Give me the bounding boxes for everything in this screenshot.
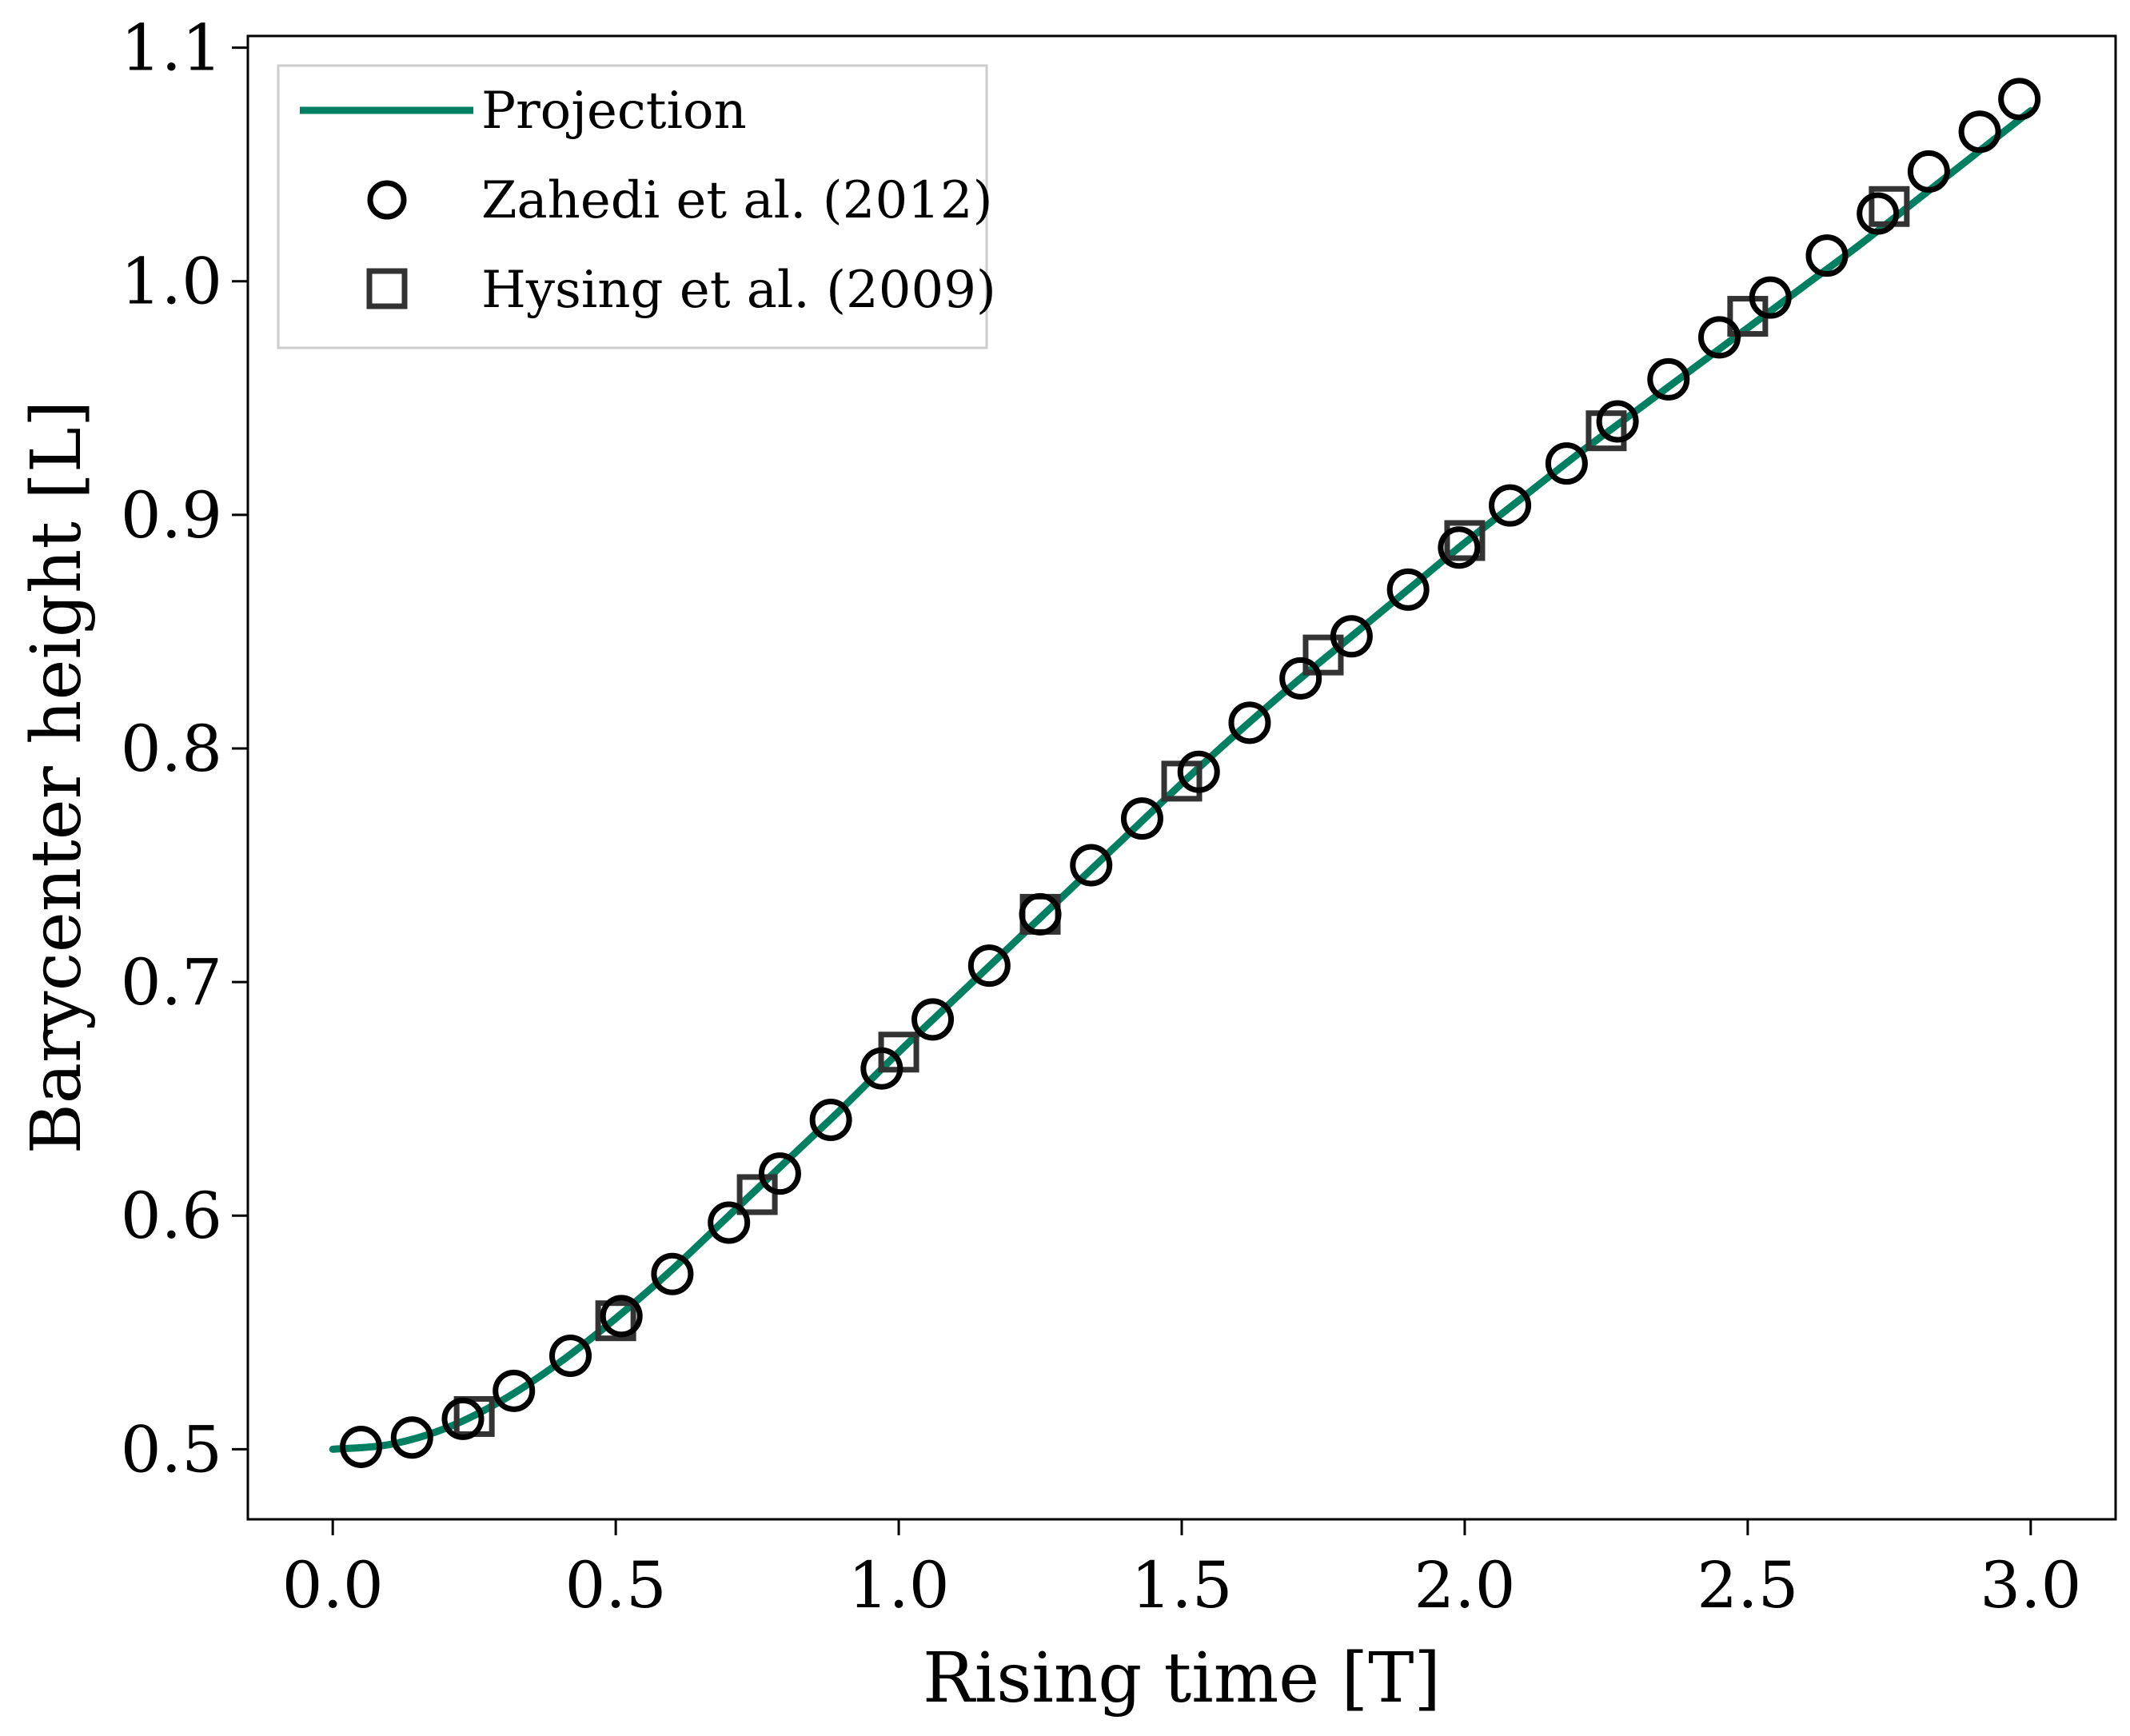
hysing-point (1586, 410, 1627, 452)
zahedi-point (1070, 844, 1113, 887)
zahedi-point (600, 1295, 643, 1338)
y-tick-label: 0.8 (121, 712, 222, 786)
legend-projection-label: Projection (481, 82, 747, 141)
x-axis-label: Rising time [T] (923, 1638, 1441, 1718)
zahedi-point (1545, 442, 1588, 485)
zahedi-point (1647, 357, 1690, 401)
y-tick-label: 0.7 (121, 945, 222, 1020)
zahedi-point (493, 1369, 536, 1412)
zahedi-point (1279, 656, 1322, 700)
zahedi-point (967, 944, 1011, 988)
zahedi-point (1228, 701, 1271, 744)
zahedi-point (340, 1425, 383, 1468)
zahedi-point (651, 1252, 694, 1295)
zahedi-point (1749, 276, 1792, 319)
zahedi-point (758, 1152, 801, 1195)
zahedi-point (1489, 484, 1532, 527)
plot-frame (246, 34, 2117, 1521)
legend-zahedi-swatch (367, 180, 407, 220)
zahedi-point (1386, 568, 1430, 611)
x-tick-label: 1.5 (1131, 1548, 1232, 1622)
zahedi-point (1998, 78, 2041, 121)
zahedi-point (1857, 192, 1900, 235)
zahedi-markers (340, 78, 2041, 1468)
x-tick-label: 0.0 (282, 1548, 384, 1622)
zahedi-point (1958, 110, 2001, 154)
zahedi-point (860, 1047, 903, 1090)
hysing-point (1302, 634, 1344, 676)
x-axis-ticks: 0.0 0.5 1.0 1.5 2.0 2.5 3.0 (282, 1519, 2081, 1622)
x-tick-label: 1.0 (848, 1548, 949, 1622)
plot-data (329, 78, 2041, 1468)
legend-hysing-swatch (366, 268, 408, 309)
zahedi-point (1596, 400, 1639, 443)
zahedi-point (1907, 150, 1950, 193)
y-tick-label: 0.5 (121, 1412, 222, 1487)
zahedi-point (911, 998, 955, 1041)
x-tick-label: 3.0 (1980, 1548, 2081, 1622)
zahedi-point (390, 1416, 433, 1459)
zahedi-point (1697, 316, 1741, 359)
zahedi-point (809, 1098, 852, 1141)
legend-hysing-label: Hysing et al. (2009) (481, 261, 996, 320)
zahedi-point (1438, 526, 1481, 569)
legend-zahedi-label: Zahedi et al. (2012) (481, 171, 993, 230)
x-tick-label: 2.5 (1697, 1548, 1798, 1622)
zahedi-point (708, 1201, 751, 1244)
hysing-point (1444, 520, 1486, 561)
hysing-point (595, 1300, 636, 1342)
hysing-point (1869, 186, 1910, 227)
x-tick-label: 0.5 (565, 1548, 667, 1622)
y-axis-label: Barycenter height [L] (17, 401, 97, 1155)
zahedi-point (1805, 234, 1849, 277)
zahedi-point (1177, 750, 1220, 793)
legend: Projection Zahedi et al. (2012) Hysing e… (277, 64, 996, 349)
zahedi-point (1120, 797, 1163, 840)
y-tick-label: 0.6 (121, 1179, 222, 1253)
y-tick-label: 1.0 (121, 245, 222, 319)
y-tick-label: 0.9 (121, 478, 222, 553)
zahedi-point (1330, 615, 1373, 658)
zahedi-point (441, 1397, 485, 1440)
x-tick-label: 2.0 (1414, 1548, 1515, 1622)
zahedi-point (548, 1335, 592, 1378)
hysing-point (736, 1174, 778, 1215)
y-axis-ticks: 0.5 0.6 0.7 0.8 0.9 1.0 1.1 (121, 11, 248, 1487)
zahedi-point (1019, 892, 1062, 936)
y-tick-label: 1.1 (121, 11, 222, 86)
